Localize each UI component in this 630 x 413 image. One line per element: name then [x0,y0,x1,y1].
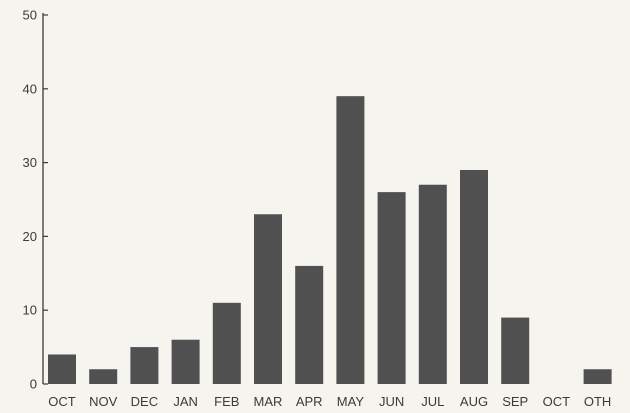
bar-0 [48,354,76,384]
bar-1 [89,369,118,384]
y-tick-label: 50 [23,8,37,23]
x-category-label: MAY [337,394,365,409]
x-axis-labels: OCT NOV DEC JAN FEB MAR APR MAY JUN JUL AUG SEP OCT O… [48,394,611,409]
bar-11 [501,317,530,384]
x-category-label: MAR [254,394,283,409]
bar-7 [336,96,365,385]
bar-6 [295,265,324,384]
x-category-label: JUL [421,394,444,409]
y-tick-label: 10 [23,303,37,318]
bar-9 [418,184,447,384]
y-tick-label: 20 [23,229,37,244]
x-category-label: APR [296,394,323,409]
bar-10 [460,169,488,384]
x-category-label: DEC [131,394,158,409]
bar-4 [212,302,241,384]
bar-3 [171,339,200,384]
x-category-label: NOV [89,394,118,409]
x-category-label: AUG [460,394,488,409]
bar-13 [583,369,612,384]
bar-5 [254,214,282,384]
x-category-label: SEP [502,394,528,409]
x-category-label: JAN [173,394,198,409]
x-category-label: OCT [48,394,76,409]
x-category-label: OCT [543,394,571,409]
x-category-label: FEB [214,394,239,409]
bar-2 [130,347,159,384]
y-axis-ticks: 0 10 20 30 40 50 [23,8,48,392]
y-tick-label: 0 [30,377,37,392]
bars-group [48,96,612,385]
bar-8 [377,192,406,384]
x-category-label: OTH [584,394,611,409]
x-category-label: JUN [379,394,404,409]
y-tick-label: 40 [23,81,37,96]
y-tick-label: 30 [23,155,37,170]
